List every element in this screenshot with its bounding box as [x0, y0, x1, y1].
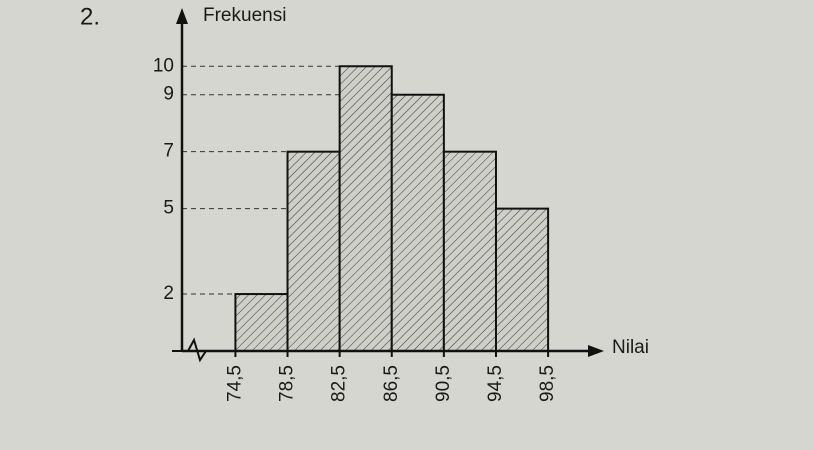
x-axis-label: Nilai: [612, 337, 649, 358]
y-tick-label: 2: [163, 283, 174, 304]
bar: [390, 93, 445, 352]
axes: [172, 8, 604, 363]
y-tick-label: 10: [153, 55, 174, 76]
x-tick-label: 86,5: [381, 365, 402, 402]
y-axis-label: Frekuensi: [203, 5, 286, 26]
x-tick-label: 90,5: [433, 365, 454, 402]
bar: [494, 207, 550, 352]
bar: [338, 65, 393, 352]
x-tick-label: 94,5: [485, 365, 506, 402]
bar: [442, 150, 497, 352]
x-tick-label: 82,5: [329, 365, 350, 402]
x-tick-label: 74,5: [224, 365, 245, 402]
bar: [286, 150, 341, 352]
bar: [234, 293, 289, 352]
x-tick-label: 98,5: [537, 365, 558, 402]
y-tick-label: 7: [163, 141, 174, 162]
y-tick-label: 9: [163, 84, 174, 105]
problem-number: 2.: [80, 3, 100, 30]
x-tick-label: 78,5: [277, 365, 298, 402]
y-tick-label: 5: [163, 198, 174, 219]
